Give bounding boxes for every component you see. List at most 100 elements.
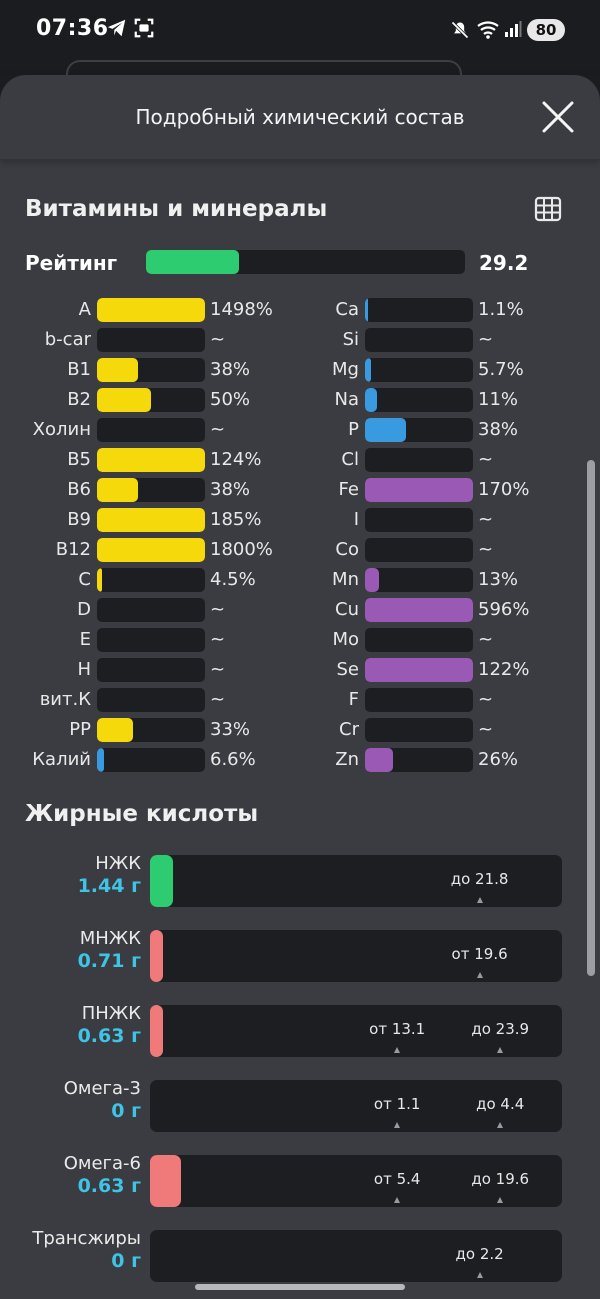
nutrient-value: 11% — [478, 389, 519, 410]
norm-marker-label: от 5.4 — [373, 1170, 421, 1188]
nutrient-row: Se 122% — [0, 658, 600, 682]
nutrient-row: B2 50% — [0, 388, 600, 412]
nutrient-bar-fill — [97, 538, 205, 562]
nutrient-value: 38% — [210, 359, 251, 380]
fatty-acid-amount: 0.71 г — [77, 950, 141, 972]
nutrient-value: 124% — [210, 449, 262, 470]
nutrient-bar — [97, 388, 205, 412]
nutrient-row: Mo ~ — [0, 628, 600, 652]
nutrient-bar — [365, 478, 473, 502]
nutrient-row: C 4.5% — [0, 568, 600, 592]
nutrient-bar-fill — [97, 508, 205, 532]
rating-bar-fill — [146, 250, 240, 274]
nutrient-bar — [97, 448, 205, 472]
nutrient-label: Cu — [335, 599, 359, 620]
nutrient-label: B6 — [67, 479, 91, 500]
nutrient-value: ~ — [210, 689, 226, 710]
nutrient-value: ~ — [210, 599, 226, 620]
nutrient-bar — [97, 418, 205, 442]
nutrient-value: 50% — [210, 389, 251, 410]
nutrient-bar — [365, 748, 473, 772]
fatty-acid-bar: от 5.4 до 19.6 — [150, 1155, 562, 1207]
norm-marker-tick — [497, 1122, 504, 1128]
nutrient-bar — [365, 508, 473, 532]
nutrient-row: H ~ — [0, 658, 600, 682]
norm-marker-label: до 19.6 — [471, 1170, 530, 1188]
nutrient-label: Na — [334, 389, 360, 410]
fatty-acid-row: Омега-6 0.63 г от 5.4 до 19.6 — [0, 1153, 600, 1207]
norm-marker-label: от 1.1 — [373, 1095, 421, 1113]
rating-value: 29.2 — [479, 251, 529, 275]
nutrient-label: E — [79, 629, 91, 650]
nutrient-label: Si — [342, 329, 359, 350]
home-indicator[interactable] — [195, 1284, 405, 1290]
nutrient-value: 1.1% — [478, 299, 524, 320]
nutrient-row: Co ~ — [0, 538, 600, 562]
nutrient-value: 1800% — [210, 539, 273, 560]
norm-marker-tick — [394, 1122, 401, 1128]
nutrient-row: Si ~ — [0, 328, 600, 352]
nutrient-label: A — [78, 299, 91, 320]
nutrient-label: C — [78, 569, 91, 590]
nutrient-value: 4.5% — [210, 569, 256, 590]
fatty-acid-name: МНЖК — [79, 928, 141, 949]
nutrient-value: 1498% — [210, 299, 273, 320]
nutrient-value: 5.7% — [478, 359, 524, 380]
scrollbar[interactable] — [587, 460, 595, 976]
nutrient-bar-fill — [365, 748, 394, 772]
nutrient-row: Mg 5.7% — [0, 358, 600, 382]
nutrient-bar-fill — [365, 598, 473, 622]
nutrient-bar — [97, 358, 205, 382]
nutrient-row: Cu 596% — [0, 598, 600, 622]
nutrient-bar-fill — [97, 388, 151, 412]
nutrient-label: B2 — [67, 389, 91, 410]
norm-marker-label: до 2.2 — [455, 1245, 504, 1263]
nutrient-row: вит.К ~ — [0, 688, 600, 712]
nutrient-bar — [365, 358, 473, 382]
nutrient-label: Холин — [32, 419, 91, 440]
nutrient-label: F — [348, 689, 359, 710]
nutrient-value: ~ — [210, 419, 226, 440]
signal-icon — [505, 21, 522, 37]
norm-marker-tick — [497, 1047, 504, 1053]
close-icon[interactable] — [538, 97, 578, 137]
telegram-icon — [107, 19, 126, 37]
nutrient-bar — [97, 478, 205, 502]
nutrient-value: 26% — [478, 749, 519, 770]
norm-marker-label: до 4.4 — [476, 1095, 525, 1113]
status-bar: 07:36 80 — [0, 0, 600, 64]
nutrient-bar-fill — [97, 358, 139, 382]
nutrient-bar-fill — [97, 718, 133, 742]
nutrient-value: 6.6% — [210, 749, 256, 770]
rating-label: Рейтинг — [25, 251, 118, 275]
nutrient-bar — [365, 418, 473, 442]
nutrient-label: Zn — [335, 749, 359, 770]
fatty-acid-bar-fill — [150, 855, 173, 907]
nutrient-value: ~ — [478, 539, 494, 560]
norm-marker-tick — [476, 972, 483, 978]
nutrient-row: B9 185% — [0, 508, 600, 532]
nutrient-bar — [97, 328, 205, 352]
nutrient-bar — [365, 538, 473, 562]
nutrient-label: Калий — [32, 749, 91, 770]
fatty-acid-name: Трансжиры — [32, 1228, 141, 1249]
nutrient-bar — [365, 328, 473, 352]
nutrient-bar — [97, 748, 205, 772]
nutrient-value: 38% — [478, 419, 519, 440]
nutrient-bar — [97, 298, 205, 322]
nutrient-row: Холин ~ — [0, 418, 600, 442]
nutrient-row: B12 1800% — [0, 538, 600, 562]
nutrient-row: D ~ — [0, 598, 600, 622]
norm-marker-label: от 13.1 — [369, 1020, 426, 1038]
nutrient-value: 33% — [210, 719, 251, 740]
nutrient-row: Cl ~ — [0, 448, 600, 472]
table-icon[interactable] — [533, 194, 563, 224]
fatty-acid-bar: до 2.2 — [150, 1230, 562, 1282]
fatty-acid-bar: до 21.8 — [150, 855, 562, 907]
norm-marker-label: до 23.9 — [471, 1020, 530, 1038]
nutrient-label: Mo — [332, 629, 359, 650]
nutrient-value: ~ — [478, 449, 494, 470]
nutrient-bar-fill — [97, 748, 105, 772]
nutrient-label: B9 — [67, 509, 91, 530]
nutrient-value: ~ — [478, 629, 494, 650]
